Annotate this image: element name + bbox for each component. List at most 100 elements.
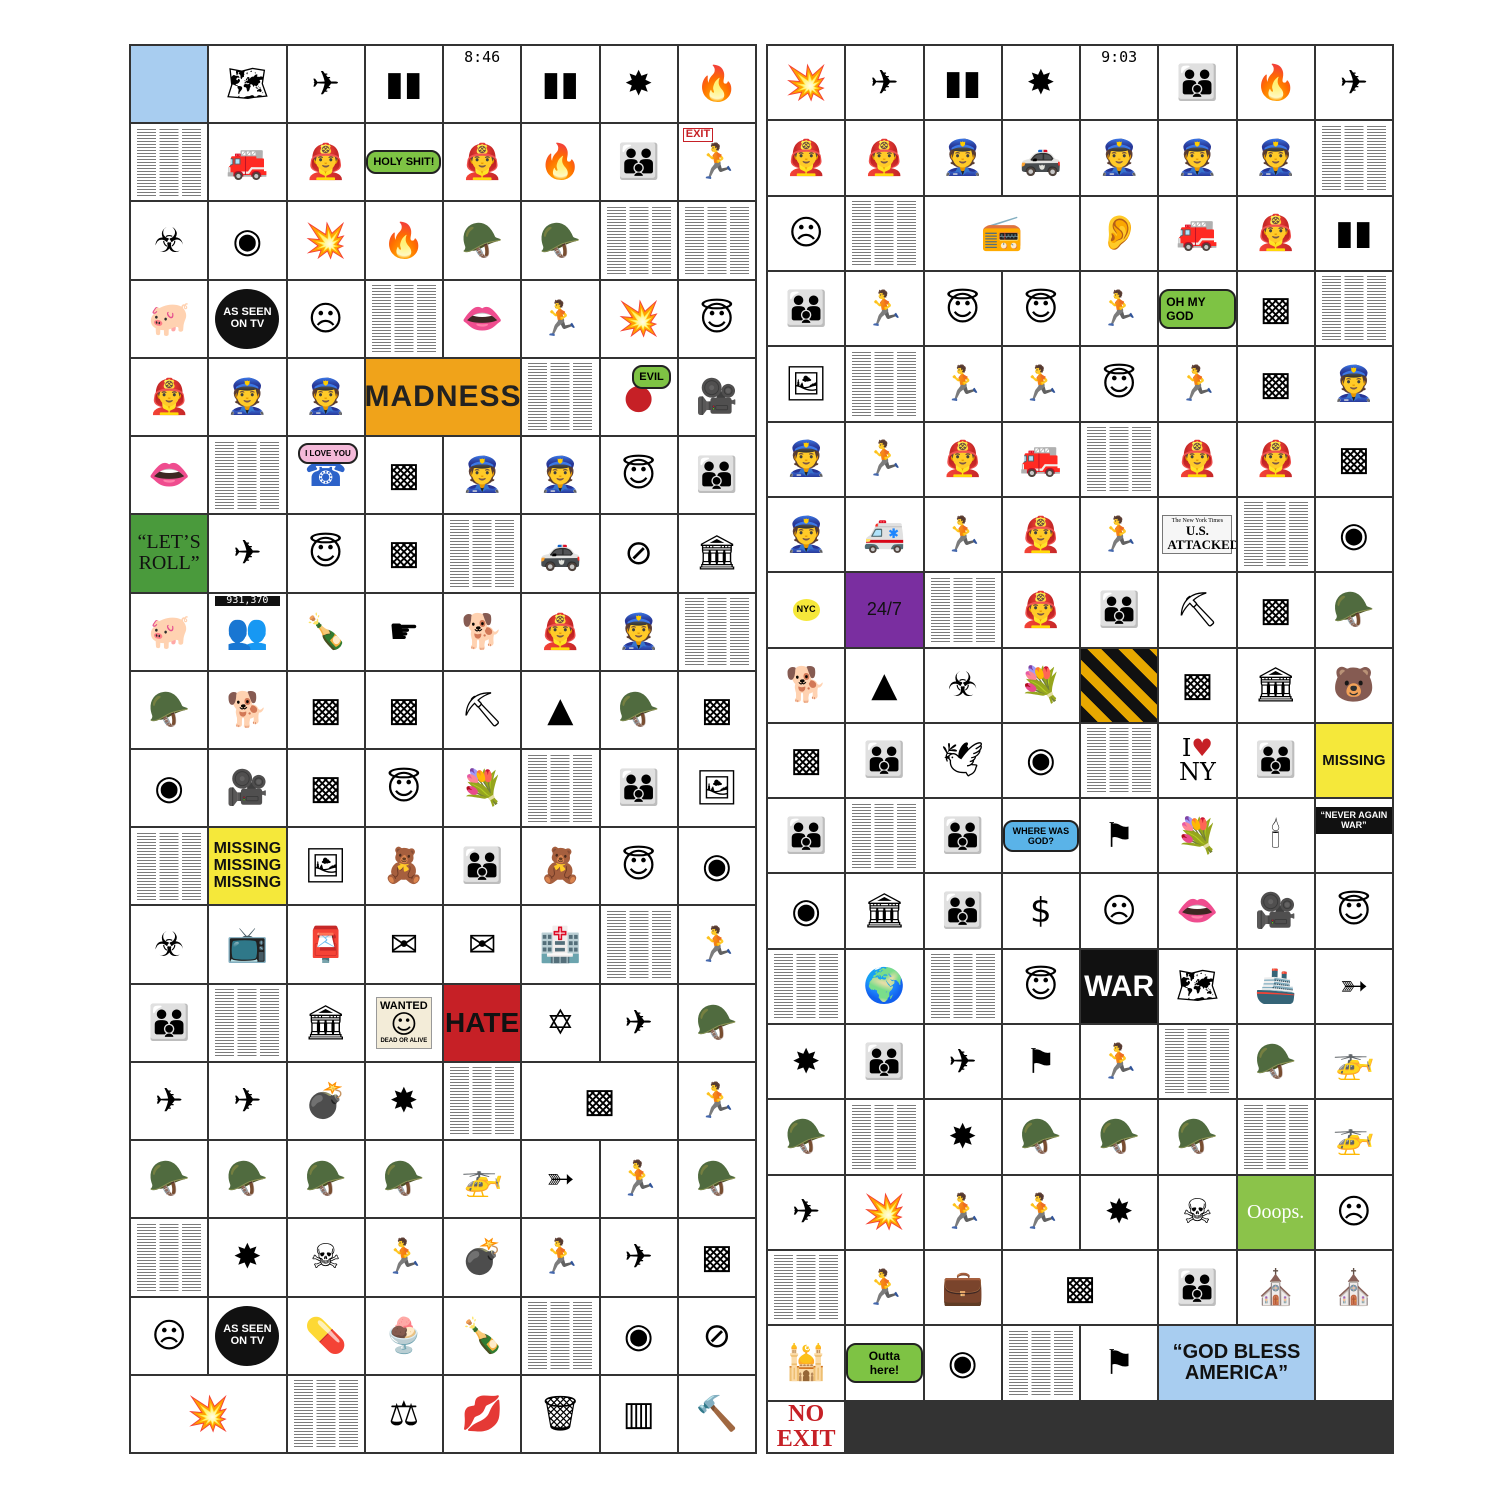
rubble-icon-tile: ▩: [365, 671, 442, 748]
clock-tile-right-label: 9:03: [1101, 48, 1138, 66]
trash-icon: 🗑: [538, 1393, 582, 1434]
newspaper-name: The New York Times: [1171, 517, 1224, 524]
soldier-icon: 🪖: [695, 1159, 739, 1200]
scales-icon: ⚖: [388, 1393, 420, 1434]
police-icon: 👮: [1332, 363, 1376, 404]
police-icon-tile: 👮: [768, 497, 845, 572]
text-column-block: [1081, 422, 1158, 496]
run-icon-tile: 🏃: [924, 497, 1001, 572]
oh-my-god-tile: OH MY GOD: [1159, 271, 1236, 346]
text-column-block: [1081, 723, 1158, 798]
text-column-block: [1159, 1025, 1236, 1099]
angel-icon: 😇: [944, 288, 981, 329]
right-grid-panel: 💥 ✈ ▮▮ ✸ 9:03 👪 🔥 ✈ 👨‍🚒 👨‍🚒 👮 🚓 👮 👮 👮 ☹ 📻 👂 🚒 👨‍🚒 ▮▮ 👪 🏃 😇 😇 🏃 OH …: [766, 44, 1394, 1454]
police-icon: 👮: [617, 611, 660, 652]
text-column-block: [522, 358, 599, 436]
people-icon-tile: 👪: [600, 749, 677, 827]
ear-icon: 👂: [1097, 213, 1141, 254]
people-icon: 👪: [617, 768, 660, 809]
surreal-collage-tile: 💥: [131, 1375, 286, 1452]
tower-icon: ▮▮: [385, 64, 423, 105]
run-icon-tile: 🏃: [1081, 497, 1158, 572]
people-icon: 👪: [863, 740, 906, 781]
firemen-icon: 👨‍🚒: [1254, 439, 1297, 480]
text-column-block: [846, 347, 923, 421]
firemen-icon: 👨‍🚒: [460, 142, 504, 183]
firemen-icon-tile: 👨‍🚒: [846, 121, 923, 195]
bio-icon-tile: ☣: [131, 202, 208, 279]
tower-collapse-tile: ▩: [365, 437, 442, 514]
run-icon: 🏃: [941, 363, 984, 404]
run-icon: 🏃: [382, 1237, 426, 1278]
bio-icon-tile: ☣: [131, 906, 208, 983]
eye-icon: ◉: [623, 1315, 654, 1356]
soldier-icon: 🪖: [1019, 1117, 1063, 1158]
war-tile: WAR: [1081, 949, 1158, 1024]
scream-icon-tile: ☹: [1081, 874, 1158, 948]
ship-icon: 🚢: [1254, 966, 1297, 1007]
police-icon: 👮: [1097, 137, 1141, 178]
run-icon: 🏃: [695, 924, 739, 965]
eye-icon: ◉: [947, 1342, 978, 1383]
letter-icon: ✉: [389, 924, 419, 965]
eye-icon-tile: ◉: [1315, 497, 1392, 572]
us-flag-map-tile-icon: ⚑: [1103, 1342, 1135, 1383]
run-icon: 🏃: [617, 1159, 660, 1200]
god-bless-america-tile: “GOD BLESS AMERICA”: [1159, 1326, 1314, 1400]
people-icon: 👪: [1097, 589, 1141, 630]
never-again-war-sign: “NEVER AGAIN WAR”: [1315, 807, 1392, 834]
police-icon-tile: 👮: [600, 593, 677, 670]
run-icon: 🏃: [539, 298, 582, 339]
fine-print-text: [371, 285, 436, 353]
text-column-block: [522, 749, 599, 827]
run-icon: 🏃: [863, 1267, 906, 1308]
cone-icon: ▲: [871, 665, 898, 706]
soldier-icon-tile: 🪖: [209, 1141, 286, 1218]
firemen-icon: 👨‍🚒: [941, 439, 984, 480]
mouth-icon: 👄: [1176, 891, 1219, 932]
text-column-block: [678, 593, 755, 670]
lets-roll-tile-label: “LET’S ROLL”: [137, 531, 201, 575]
flag-icon-tile: ⚑: [1081, 799, 1158, 873]
fire-icon-tile: 🔥: [365, 202, 442, 279]
dog-icon-tile: 🐕: [444, 593, 521, 670]
text-column-block: [924, 949, 1001, 1024]
scream-icon-tile: ☹: [287, 280, 364, 357]
soldier-icon: 🪖: [784, 1117, 828, 1158]
ooops-tile-label: Ooops.: [1247, 1200, 1305, 1223]
firemen-icon-tile: 👨‍🚒: [1237, 196, 1314, 270]
hand-icon-tile: ☛: [365, 593, 442, 670]
jet-icon: ✈: [624, 1237, 653, 1278]
text-column-block: [287, 1375, 364, 1452]
dust-tile: ▩: [365, 515, 442, 592]
text-column-block: [1002, 1326, 1079, 1400]
fine-print-text: [1321, 276, 1386, 341]
angel-icon-tile: 😇: [1002, 271, 1079, 346]
plane-icon-tile: ✈: [846, 46, 923, 120]
hospital-icon-tile: 🏥: [522, 906, 599, 983]
run-icon-tile: 🏃: [678, 906, 755, 983]
run-icon: 🏃: [1176, 363, 1219, 404]
pig-icon-tile: 🐖: [131, 280, 208, 357]
exit-sign: EXIT: [682, 128, 714, 142]
plane-icon: ✈: [311, 64, 340, 105]
ambulance-icon: 🚑: [863, 514, 906, 555]
teddy-icon-tile: 🧸: [365, 828, 442, 905]
people-icon: 👪: [617, 142, 660, 183]
star6-icon-tile: ✡: [522, 984, 599, 1061]
cam-icon: 🎥: [226, 768, 269, 809]
missile-icon-tile: ➳: [1315, 949, 1392, 1024]
soldier-icon: 🪖: [617, 689, 660, 730]
fine-print-text: [930, 954, 995, 1019]
picture-icon-tile: 🖼: [678, 749, 755, 827]
fine-print-text: [215, 989, 280, 1057]
rubble-pile-tile-icon: ▩: [309, 689, 342, 730]
truck-icon-tile: 🚒: [1002, 422, 1079, 496]
missing-tile: MISSING: [1315, 723, 1392, 798]
cam-icon: 🎥: [1254, 891, 1297, 932]
jet-icon-tile: ✈: [600, 1219, 677, 1296]
bomb-icon: 💣: [304, 1080, 347, 1121]
ooops-tile: Ooops.: [1237, 1175, 1314, 1249]
lets-roll-tile: “LET’S ROLL”: [131, 515, 208, 592]
cam-icon: 🎥: [695, 376, 739, 417]
